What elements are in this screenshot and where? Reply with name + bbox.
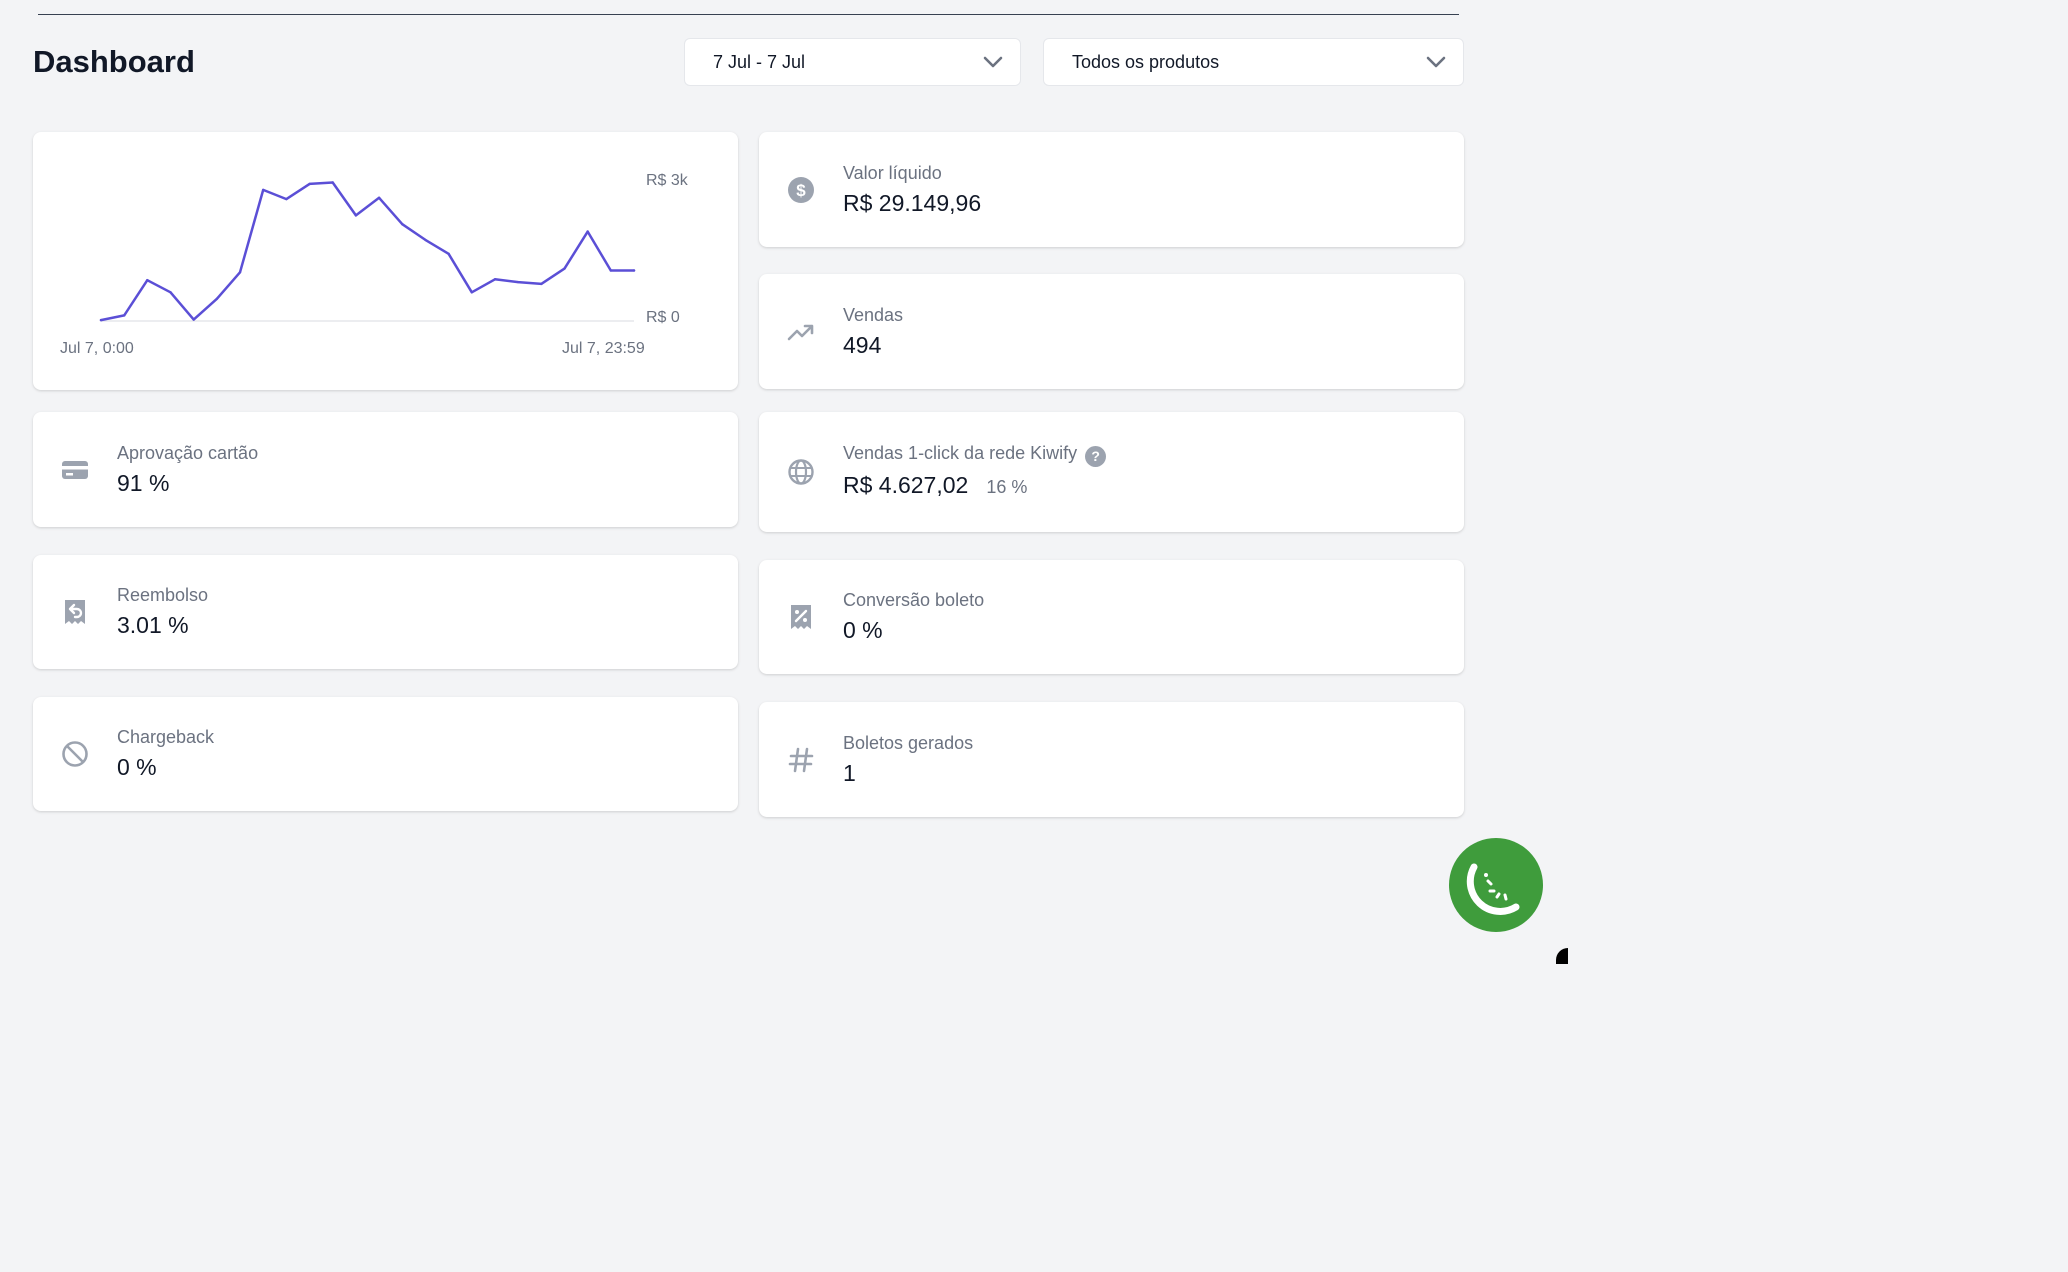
chart-point-16:00	[470, 291, 473, 294]
chart-point-9:00	[308, 182, 311, 186]
svg-text:$: $	[796, 181, 806, 200]
chart-point-11:00	[354, 214, 358, 217]
kiwi-logo-icon	[1464, 851, 1528, 920]
top-divider	[38, 14, 1459, 15]
one-click-amount: R$ 4.627,02	[843, 471, 969, 498]
window-corner	[1556, 948, 1568, 964]
receipt-tax-icon	[786, 602, 816, 632]
page-title: Dashboard	[33, 44, 195, 79]
date-range-value: 7 Jul - 7 Jul	[713, 51, 806, 72]
boleto-conversion-card: Conversão boleto 0 %	[759, 560, 1464, 674]
chart-point-4:00	[192, 318, 195, 321]
one-click-sales-card: Vendas 1-click da rede Kiwify? R$ 4.627,…	[759, 412, 1464, 532]
net-value-label: Valor líquido	[843, 162, 942, 183]
y-tick-top: R$ 3k	[646, 172, 689, 189]
chart-point-7:00	[262, 188, 265, 192]
chart-point-22:00	[609, 269, 612, 272]
receipt-refund-icon	[60, 597, 90, 627]
hashtag-icon	[786, 745, 816, 775]
boleto-conversion-value: 0 %	[843, 617, 883, 643]
product-select-value: Todos os produtos	[1072, 51, 1220, 72]
one-click-label: Vendas 1-click da rede Kiwify	[843, 443, 1078, 464]
chart-point-21:00	[586, 230, 589, 233]
chart-point-19:00	[540, 282, 543, 286]
chevron-down-icon	[982, 51, 1004, 73]
boletos-generated-label: Boletos gerados	[843, 732, 974, 753]
chart-point-1:00	[123, 314, 126, 317]
chart-point-17:00	[493, 278, 497, 281]
boleto-conversion-label: Conversão boleto	[843, 590, 985, 610]
card-approval-value: 91 %	[117, 469, 170, 496]
date-range-select[interactable]: 7 Jul - 7 Jul	[684, 38, 1021, 86]
chargeback-value: 0 %	[117, 754, 157, 780]
help-icon[interactable]: ?	[1085, 445, 1107, 467]
refund-value: 3.01 %	[117, 612, 189, 638]
kiwify-chat-button[interactable]	[1449, 838, 1543, 932]
sales-line-chart: R$ 3k R$ 0 Jul 7, 0:00 Jul 7, 23:59	[60, 172, 689, 357]
refund-card: Reembolso 3.01 %	[33, 555, 738, 669]
chart-point-2:00	[146, 279, 149, 282]
chart-point-0:00	[99, 318, 103, 322]
x-tick-start: Jul 7, 0:00	[60, 340, 134, 357]
y-tick-bottom: R$ 0	[646, 309, 680, 326]
globe-icon	[786, 457, 816, 487]
chart-point-5:00	[215, 297, 219, 300]
x-tick-end: Jul 7, 23:59	[562, 340, 645, 357]
ban-icon	[60, 739, 90, 769]
net-value-amount: R$ 29.149,96	[843, 189, 982, 216]
chart-point-6:00	[238, 271, 242, 274]
chevron-down-icon	[1425, 51, 1447, 73]
chart-point-23:00	[632, 269, 636, 272]
chargeback-label: Chargeback	[117, 727, 215, 747]
chart-point-12:00	[377, 196, 381, 199]
sales-label: Vendas	[843, 304, 904, 325]
chart-point-14:00	[424, 238, 427, 242]
sales-count: 494	[843, 331, 882, 358]
chart-series-line	[99, 181, 636, 322]
refund-label: Reembolso	[117, 585, 209, 605]
chart-point-20:00	[563, 267, 566, 270]
credit-card-icon	[60, 455, 90, 485]
chart-point-15:00	[447, 252, 450, 255]
chart-point-10:00	[331, 181, 334, 184]
card-approval-card: Aprovação cartão 91 %	[33, 412, 738, 527]
boletos-generated-card: Boletos gerados 1	[759, 702, 1464, 817]
boletos-generated-value: 1	[843, 759, 856, 786]
net-value-card: $ Valor líquido R$ 29.149,96	[759, 132, 1464, 247]
chargeback-card: Chargeback 0 %	[33, 697, 738, 811]
dollar-circle-icon: $	[786, 175, 816, 205]
chart-point-8:00	[285, 197, 288, 201]
one-click-percent: 16 %	[986, 476, 1028, 497]
card-approval-label: Aprovação cartão	[117, 442, 259, 463]
chart-point-3:00	[169, 291, 172, 294]
trending-up-icon	[786, 317, 816, 347]
chart-point-13:00	[401, 223, 404, 226]
sales-card: Vendas 494	[759, 274, 1464, 389]
product-select[interactable]: Todos os produtos	[1043, 38, 1464, 86]
chart-point-18:00	[516, 280, 520, 284]
sales-chart-card: R$ 3k R$ 0 Jul 7, 0:00 Jul 7, 23:59	[33, 132, 738, 390]
